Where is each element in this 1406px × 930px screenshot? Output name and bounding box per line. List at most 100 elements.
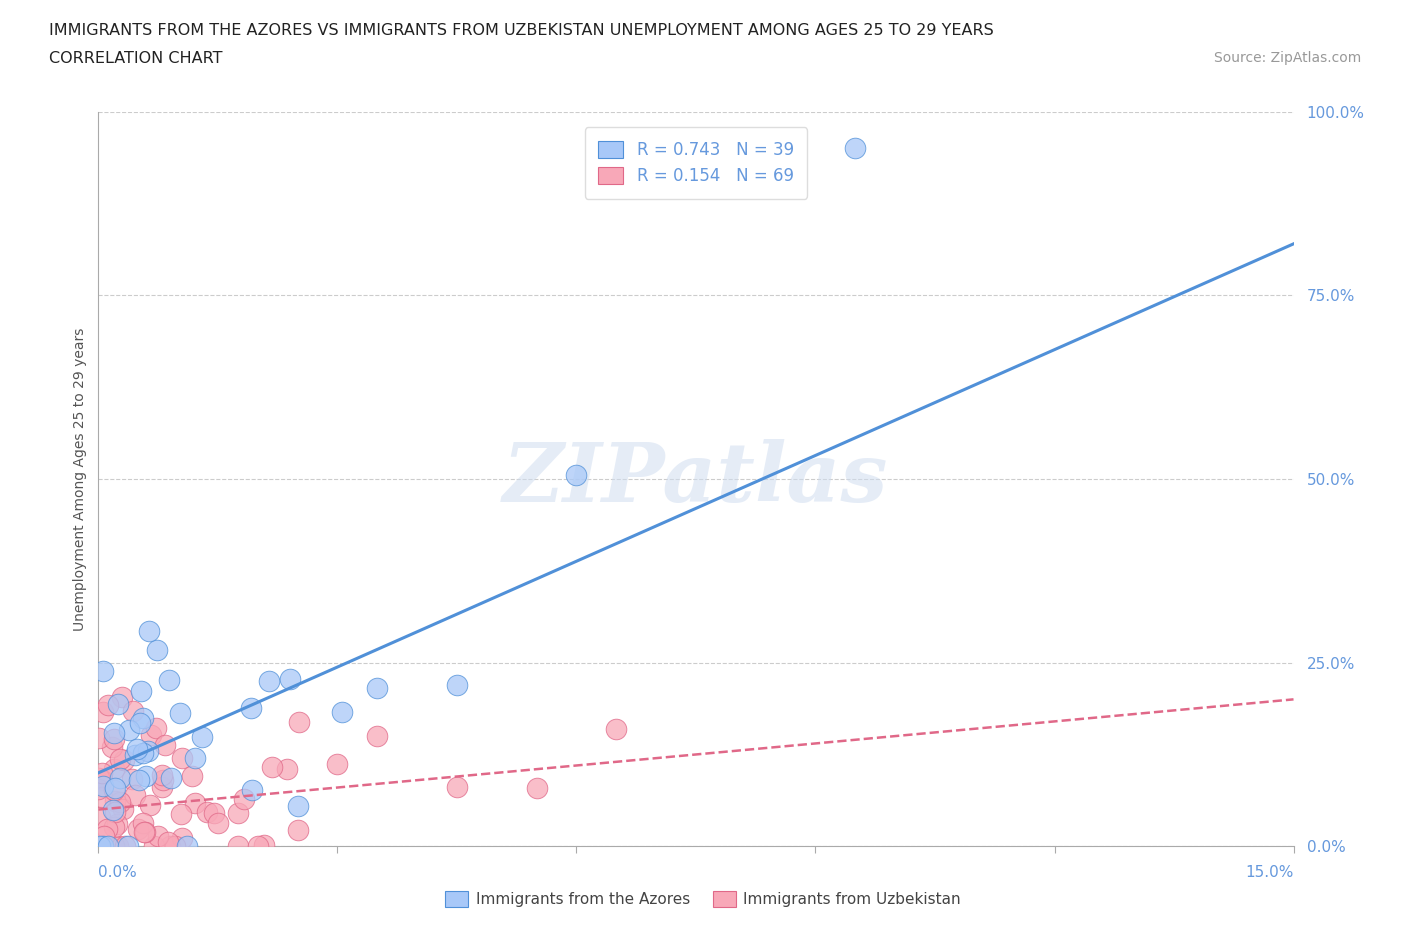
Point [262, 760, 284, 775]
Point [446, 779, 468, 794]
Point [191, 729, 214, 744]
Point [180, 768, 202, 783]
Point [114, 752, 136, 767]
Point [253, 837, 276, 852]
Text: 15.0%: 15.0% [1246, 865, 1294, 880]
Point [103, 782, 125, 797]
Point [87, 771, 110, 786]
Point [138, 624, 160, 639]
Point [97, 698, 120, 712]
Point [159, 839, 181, 854]
Point [103, 819, 125, 834]
Point [257, 673, 280, 688]
Point [172, 831, 194, 846]
Point [91, 839, 114, 854]
Point [207, 816, 229, 830]
Point [202, 805, 225, 820]
Point [91, 704, 114, 719]
Point [107, 839, 129, 854]
Point [132, 816, 155, 830]
Point [132, 825, 155, 840]
Point [93, 829, 115, 844]
Point [111, 689, 134, 704]
Point [135, 768, 157, 783]
Point [89, 839, 111, 854]
Point [446, 677, 468, 692]
Point [131, 684, 153, 698]
Point [150, 780, 173, 795]
Point [139, 798, 162, 813]
Point [103, 839, 125, 854]
Point [142, 839, 165, 854]
Point [136, 743, 159, 758]
Legend: Immigrants from the Azores, Immigrants from Uzbekistan: Immigrants from the Azores, Immigrants f… [439, 884, 967, 913]
Point [91, 765, 114, 780]
Point [146, 829, 169, 844]
Point [150, 767, 173, 782]
Text: IMMIGRANTS FROM THE AZORES VS IMMIGRANTS FROM UZBEKISTAN UNEMPLOYMENT AMONG AGES: IMMIGRANTS FROM THE AZORES VS IMMIGRANTS… [49, 23, 994, 38]
Point [232, 791, 254, 806]
Point [134, 824, 156, 839]
Point [366, 681, 388, 696]
Point [128, 772, 150, 787]
Point [127, 822, 149, 837]
Point [170, 806, 193, 821]
Point [124, 788, 146, 803]
Point [89, 809, 111, 824]
Point [107, 697, 129, 711]
Point [110, 795, 132, 810]
Point [156, 835, 179, 850]
Text: Source: ZipAtlas.com: Source: ZipAtlas.com [1213, 51, 1361, 65]
Point [112, 802, 135, 817]
Point [89, 839, 111, 854]
Point [121, 772, 143, 787]
Point [526, 781, 548, 796]
Point [146, 643, 169, 658]
Point [91, 790, 114, 804]
Point [105, 817, 128, 831]
Point [246, 839, 269, 854]
Text: 0.0%: 0.0% [98, 865, 138, 880]
Text: CORRELATION CHART: CORRELATION CHART [49, 51, 222, 66]
Point [145, 721, 167, 736]
Point [96, 821, 118, 836]
Point [121, 704, 143, 719]
Point [124, 747, 146, 762]
Point [103, 726, 125, 741]
Point [330, 704, 353, 719]
Point [157, 672, 180, 687]
Point [104, 794, 127, 809]
Point [153, 737, 176, 752]
Point [287, 823, 309, 838]
Point [170, 751, 193, 765]
Point [184, 795, 207, 810]
Point [169, 705, 191, 720]
Point [195, 804, 218, 819]
Point [101, 803, 124, 817]
Point [104, 804, 127, 819]
Point [176, 839, 198, 854]
Point [87, 782, 110, 797]
Point [226, 805, 249, 820]
Y-axis label: Unemployment Among Ages 25 to 29 years: Unemployment Among Ages 25 to 29 years [73, 327, 87, 631]
Point [108, 751, 131, 766]
Point [103, 731, 125, 746]
Point [163, 839, 186, 854]
Point [565, 468, 588, 483]
Point [125, 741, 148, 756]
Point [139, 728, 162, 743]
Point [128, 715, 150, 730]
Point [104, 781, 127, 796]
Point [287, 799, 309, 814]
Point [366, 729, 388, 744]
Point [114, 839, 136, 854]
Point [160, 770, 183, 785]
Point [184, 751, 207, 765]
Point [240, 783, 263, 798]
Point [278, 671, 301, 686]
Point [226, 839, 249, 854]
Point [132, 746, 155, 761]
Point [288, 714, 311, 729]
Point [90, 773, 112, 788]
Text: ZIPatlas: ZIPatlas [503, 439, 889, 519]
